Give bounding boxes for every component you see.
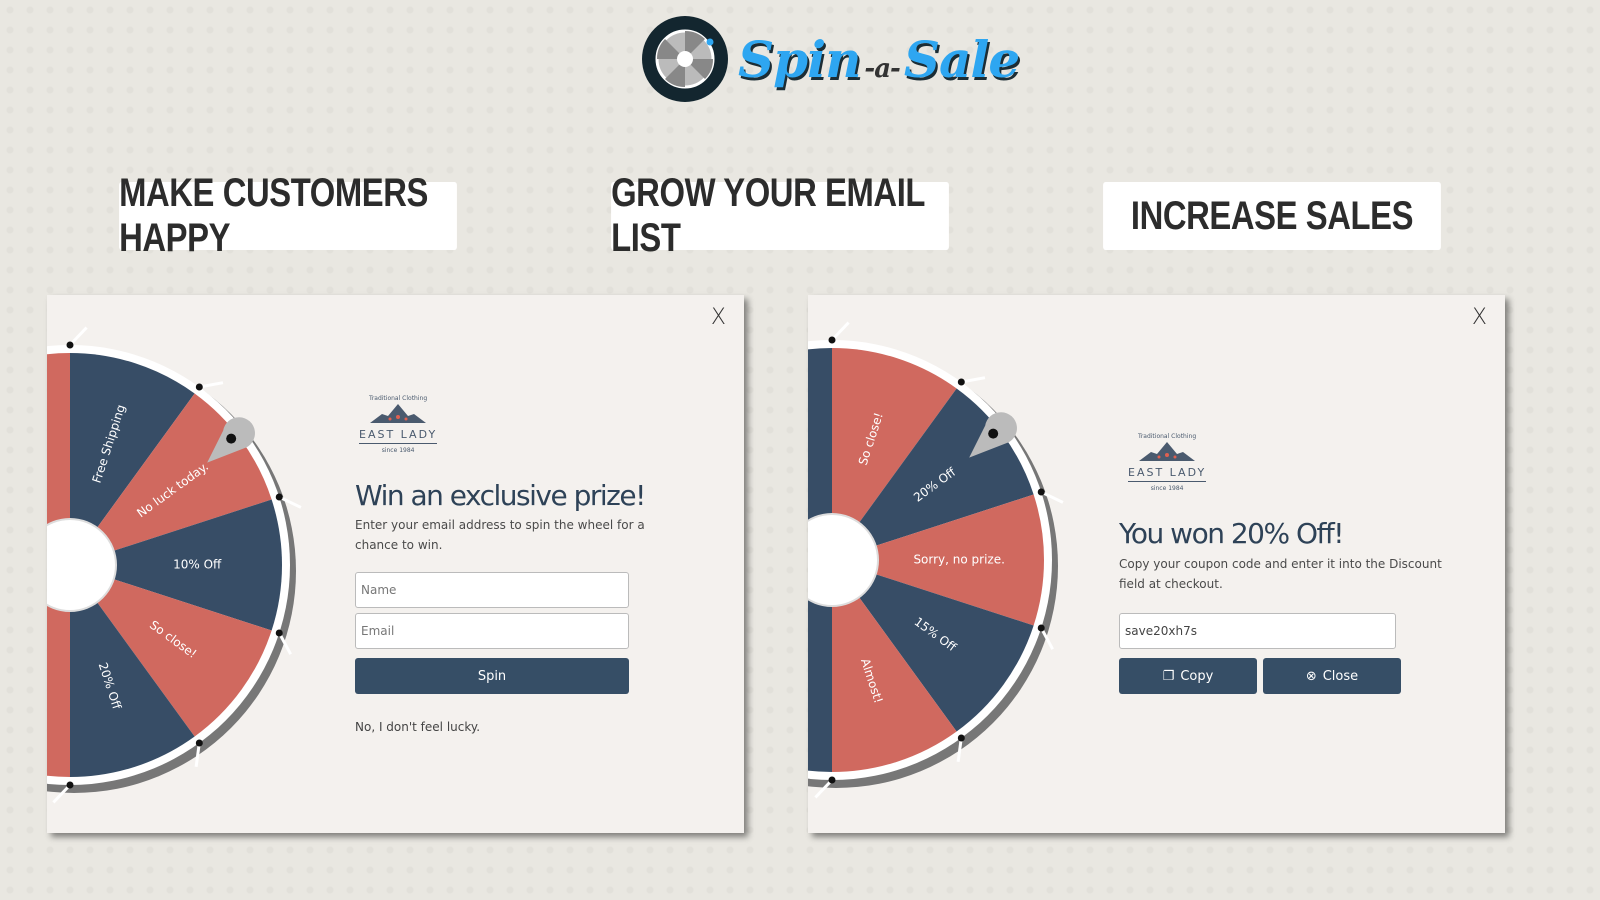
wheel-segment <box>832 560 957 772</box>
wheel-peg-dot <box>66 781 74 789</box>
spin-wheel-modal: Free Shipping No luck today. 10% Off So clo… <box>47 295 744 833</box>
wheel-peg-dot <box>828 336 836 344</box>
wheel-peg-dot <box>275 629 283 637</box>
wheel-segment <box>70 565 195 777</box>
modal-description: Enter your email address to spin the whe… <box>355 518 645 552</box>
banner-make-customers-happy: MAKE CUSTOMERS HAPPY <box>119 171 457 260</box>
wheel-peg <box>278 495 302 509</box>
wheel-peg-dot <box>195 739 203 747</box>
wheel-peg <box>956 737 963 763</box>
wheel-peg <box>52 783 72 804</box>
wheel-peg <box>830 321 850 342</box>
wheel-peg <box>814 778 834 799</box>
wheel-segment <box>832 560 1034 732</box>
wheel-segment-label: Sorry, no prize. <box>913 553 1005 567</box>
wheel-segment <box>832 348 957 560</box>
wheel-segment <box>808 560 832 772</box>
prize-won-modal: So close! 20% Off Sorry, no prize. 15% Off A… <box>808 295 1505 833</box>
wheel-peg-dot <box>195 383 203 391</box>
wheel-peg-dot <box>1037 624 1045 632</box>
copy-button[interactable]: ❐ Copy <box>1119 658 1257 694</box>
wheel-peg <box>1040 490 1064 504</box>
wheel-peg-dot <box>1037 488 1045 496</box>
wheel-peg <box>1039 627 1054 650</box>
modal-description: Copy your coupon code and enter it into … <box>1119 557 1442 591</box>
banner-increase-sales: INCREASE SALES <box>1103 182 1441 250</box>
east-lady-logo: Traditional Clothing EAST LADY since 198… <box>1128 433 1207 492</box>
close-icon[interactable]: X <box>1471 305 1487 330</box>
wheel-peg <box>277 632 292 655</box>
decline-link[interactable]: No, I don't feel lucky. <box>355 720 481 734</box>
wheel-segment <box>47 353 70 565</box>
close-circle-icon: ⊗ <box>1305 668 1317 684</box>
email-input[interactable]: Email <box>355 613 629 649</box>
wheel-center-logo <box>47 518 117 612</box>
name-input[interactable]: Name <box>355 572 629 608</box>
wheel-peg-dot <box>957 734 965 742</box>
wheel-peg <box>199 381 224 389</box>
wheel-logo-icon <box>642 16 728 102</box>
wheel-segment <box>47 565 70 777</box>
wheel-segment-label: 10% Off <box>173 558 222 572</box>
spin-a-sale-logo: Spin -a-Sale <box>642 16 1020 102</box>
wheel-segment <box>832 494 1044 626</box>
banner-grow-email-list: GROW YOUR EMAIL LIST <box>611 171 949 260</box>
wheel-peg <box>961 376 986 384</box>
wheel-segment <box>808 348 832 560</box>
wheel-segment <box>70 565 272 737</box>
wheel-peg <box>194 742 201 768</box>
spin-button[interactable]: Spin <box>355 658 629 694</box>
modal-title: You won 20% Off! <box>1119 517 1344 550</box>
wheel-peg-dot <box>275 493 283 501</box>
wheel-segment <box>70 353 195 565</box>
wheel-peg-dot <box>957 378 965 386</box>
close-icon[interactable]: X <box>710 305 726 330</box>
copy-icon: ❐ <box>1162 668 1175 684</box>
wheel-peg-dot <box>828 776 836 784</box>
coupon-code-input[interactable]: save20xh7s <box>1119 613 1396 649</box>
east-lady-logo: Traditional Clothing EAST LADY since 198… <box>359 395 438 454</box>
wheel-peg-dot <box>66 341 74 349</box>
wheel-peg <box>68 326 88 347</box>
modal-title: Win an exclusive prize! <box>355 479 646 512</box>
wheel-center-logo <box>808 513 879 607</box>
close-button[interactable]: ⊗ Close <box>1263 658 1401 694</box>
wheel-segment <box>70 499 282 631</box>
